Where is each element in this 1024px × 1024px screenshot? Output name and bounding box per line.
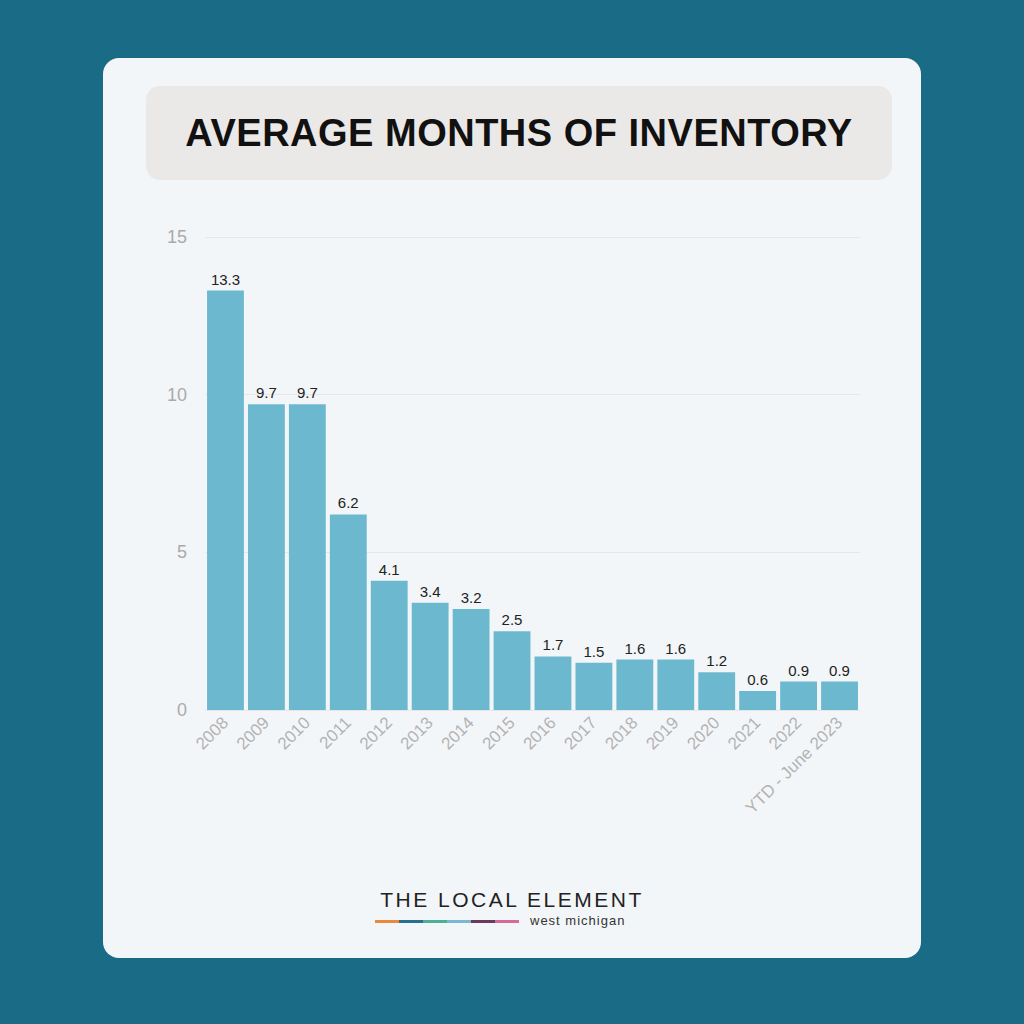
svg-text:2021: 2021 <box>724 713 764 753</box>
html-text:THE LOCAL ELEMENT: THE LOCAL ELEMENT <box>380 888 644 911</box>
svg-text:9.7: 9.7 <box>256 384 277 401</box>
svg-text:2018: 2018 <box>601 713 641 753</box>
svg-text:2013: 2013 <box>397 713 437 753</box>
svg-text:15: 15 <box>167 227 187 247</box>
html-text:AVERAGE MONTHS OF INVENTORY: AVERAGE MONTHS OF INVENTORY <box>185 111 853 154</box>
html-text:west michigan: west michigan <box>530 913 626 928</box>
svg-text:2020: 2020 <box>683 713 723 753</box>
svg-text:1.6: 1.6 <box>624 640 645 657</box>
svg-text:2015: 2015 <box>479 713 519 753</box>
svg-text:0: 0 <box>177 700 187 720</box>
svg-text:3.2: 3.2 <box>461 589 482 606</box>
svg-text:1.7: 1.7 <box>543 636 564 653</box>
svg-text:2011: 2011 <box>316 713 355 752</box>
svg-text:6.2: 6.2 <box>338 494 359 511</box>
svg-text:2019: 2019 <box>642 713 682 753</box>
svg-text:2014: 2014 <box>438 713 478 753</box>
svg-text:2009: 2009 <box>233 713 273 753</box>
svg-text:1.5: 1.5 <box>583 643 604 660</box>
svg-text:1.6: 1.6 <box>665 640 686 657</box>
svg-text:YTD - June 2023: YTD - June 2023 <box>742 713 846 817</box>
svg-text:3.4: 3.4 <box>420 583 441 600</box>
svg-text:0.6: 0.6 <box>747 671 768 688</box>
svg-text:2008: 2008 <box>192 713 232 753</box>
svg-text:2022: 2022 <box>765 713 806 754</box>
svg-text:2010: 2010 <box>274 713 314 753</box>
svg-text:10: 10 <box>167 385 187 405</box>
svg-text:2012: 2012 <box>356 713 396 753</box>
svg-text:5: 5 <box>177 542 187 562</box>
svg-text:0.9: 0.9 <box>829 662 850 679</box>
svg-text:13.3: 13.3 <box>211 271 240 288</box>
svg-text:2.5: 2.5 <box>502 611 523 628</box>
svg-text:0.9: 0.9 <box>788 662 809 679</box>
svg-text:2016: 2016 <box>520 713 560 753</box>
svg-text:4.1: 4.1 <box>379 561 400 578</box>
svg-text:9.7: 9.7 <box>297 384 318 401</box>
svg-text:2017: 2017 <box>560 713 600 753</box>
svg-text:1.2: 1.2 <box>706 652 727 669</box>
